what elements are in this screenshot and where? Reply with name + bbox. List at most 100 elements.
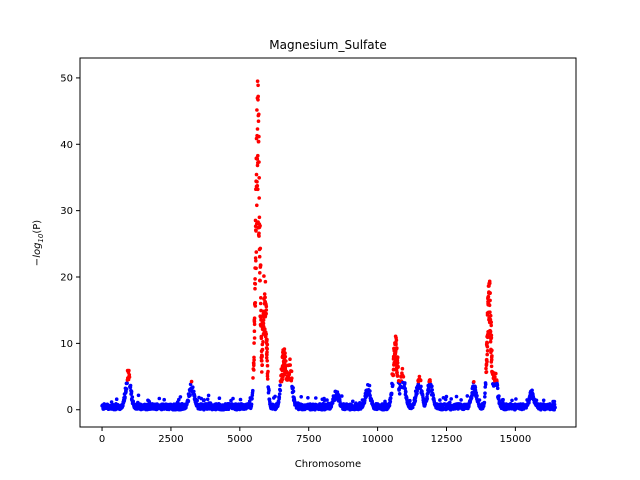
data-point — [260, 342, 265, 347]
data-point — [282, 347, 287, 351]
data-point — [188, 382, 193, 387]
data-point — [186, 399, 191, 403]
data-point — [490, 354, 494, 358]
data-point — [383, 399, 387, 404]
data-point — [261, 321, 266, 326]
data-point — [253, 301, 258, 305]
data-point — [260, 354, 264, 358]
data-point — [260, 347, 265, 352]
data-point — [418, 378, 423, 383]
data-point — [470, 393, 474, 398]
data-point — [314, 396, 318, 400]
data-point — [188, 393, 192, 398]
y-tick-label: 10 — [60, 339, 73, 350]
data-point — [178, 395, 183, 399]
data-point — [430, 384, 434, 389]
data-point — [465, 394, 470, 398]
data-point — [395, 356, 400, 360]
data-point — [258, 246, 263, 251]
data-point — [299, 395, 304, 399]
data-point — [254, 136, 259, 141]
data-point — [363, 398, 367, 403]
data-point — [287, 372, 292, 376]
data-point — [391, 383, 395, 387]
x-tick-label: 15000 — [499, 434, 531, 445]
data-point — [400, 366, 405, 371]
data-point — [488, 329, 493, 334]
data-point — [494, 371, 498, 376]
data-point — [231, 396, 235, 401]
y-axis-label-subscript: 10 — [37, 233, 45, 242]
x-tick-label: 10000 — [362, 434, 394, 445]
data-point — [263, 279, 268, 284]
data-point — [391, 373, 396, 377]
data-point — [325, 398, 329, 402]
data-point — [306, 396, 310, 400]
data-point — [258, 301, 263, 306]
data-point — [530, 388, 534, 393]
y-tick-label: 50 — [60, 73, 73, 84]
chart-title: Magnesium_Sulfate — [269, 38, 386, 52]
data-point — [485, 349, 490, 353]
x-axis-label: Chromosome — [295, 459, 361, 470]
data-point — [283, 362, 287, 367]
data-point — [252, 322, 257, 327]
data-point — [253, 304, 258, 308]
x-tick-label: 7500 — [296, 434, 321, 445]
data-point — [394, 338, 399, 343]
data-point — [493, 375, 497, 379]
data-point — [485, 359, 489, 364]
data-point — [488, 339, 493, 344]
data-point — [254, 172, 259, 177]
data-point — [514, 397, 518, 401]
data-point — [475, 394, 479, 398]
data-point — [263, 295, 267, 300]
data-point — [264, 312, 268, 316]
data-point — [264, 308, 269, 312]
data-point — [397, 392, 402, 396]
data-point — [483, 391, 487, 396]
data-point — [431, 393, 436, 398]
data-point — [252, 336, 257, 340]
data-point — [410, 405, 415, 410]
data-point — [265, 342, 270, 347]
data-point — [247, 399, 252, 404]
data-point — [262, 292, 267, 296]
data-point — [283, 365, 288, 370]
plot-frame — [79, 57, 577, 428]
x-axis: 0 2500 5000 7500 10000 12500 15000 — [99, 427, 531, 445]
data-point — [489, 336, 494, 340]
data-point — [265, 347, 270, 351]
data-point — [250, 396, 254, 401]
data-point — [252, 316, 257, 321]
data-point — [552, 402, 557, 407]
data-point — [284, 359, 288, 363]
data-point — [497, 394, 501, 398]
data-point — [257, 234, 261, 238]
data-point — [262, 274, 266, 278]
data-point — [541, 398, 546, 403]
data-point — [253, 277, 257, 281]
data-point — [260, 363, 265, 367]
data-point — [265, 350, 269, 355]
data-point — [288, 357, 292, 362]
data-point — [121, 403, 125, 408]
data-point — [125, 381, 129, 386]
data-point — [251, 376, 255, 380]
data-point — [459, 398, 463, 402]
data-point — [251, 388, 255, 393]
data-point — [443, 397, 448, 402]
data-point — [256, 139, 261, 144]
data-point — [401, 375, 406, 379]
data-point — [255, 163, 260, 168]
data-point — [127, 375, 132, 379]
data-point — [257, 215, 262, 220]
data-point — [266, 369, 270, 374]
data-point — [255, 157, 260, 161]
data-point — [252, 319, 257, 324]
data-point — [264, 355, 269, 360]
data-point — [483, 395, 487, 399]
data-point — [415, 391, 419, 396]
data-point — [351, 399, 355, 404]
x-tick-label: 0 — [99, 434, 105, 445]
